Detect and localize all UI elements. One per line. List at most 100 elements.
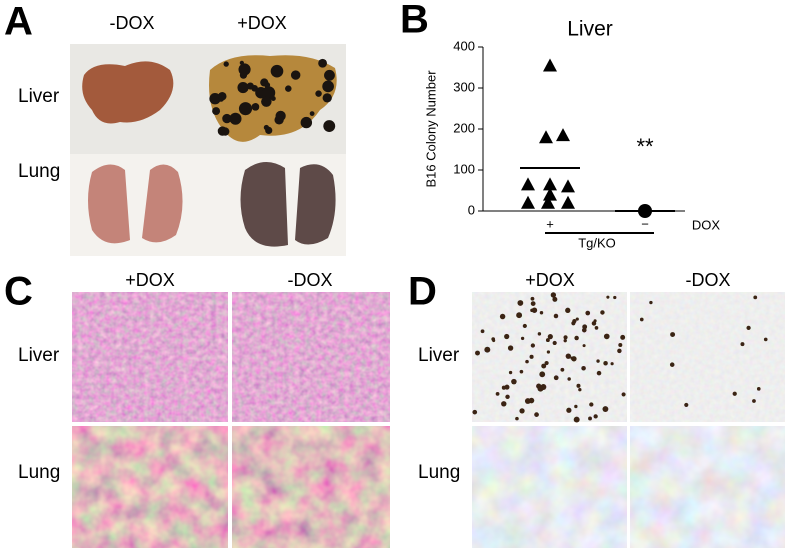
nucleus [756, 387, 761, 391]
nucleus [613, 295, 617, 300]
panel-label: D [408, 270, 437, 314]
nucleus [475, 350, 480, 356]
histology-image [72, 426, 228, 548]
nucleus [639, 317, 644, 322]
nucleus [507, 345, 514, 351]
ihc-image [630, 292, 785, 422]
nucleus [732, 391, 737, 396]
nucleus [511, 378, 517, 385]
column-header: +DOX [237, 13, 287, 33]
nucleus [525, 359, 529, 364]
nucleus [530, 308, 534, 313]
metastasis [309, 111, 315, 116]
nucleus [501, 401, 507, 407]
metastases [209, 58, 336, 136]
nucleus [560, 367, 565, 372]
nucleus [617, 348, 622, 354]
data-point [521, 195, 535, 209]
metastasis [246, 82, 254, 90]
x-axis-label: DOX [692, 217, 721, 232]
y-tick-label: 0 [468, 202, 475, 217]
nucleus [575, 317, 579, 321]
metastasis [285, 85, 292, 92]
nucleus [563, 338, 567, 343]
nucleus [505, 394, 510, 400]
chart: B Liver B16 Colony Number DOX Tg/KO ** 0… [400, 0, 720, 250]
nucleus [593, 319, 597, 323]
nucleus [596, 359, 600, 363]
nucleus [537, 385, 544, 392]
nucleus [603, 360, 608, 366]
nucleus [566, 407, 572, 413]
nucleus [649, 300, 653, 305]
metastasis [274, 115, 284, 125]
nucleus [515, 416, 519, 421]
nucleus [484, 346, 491, 353]
histology-image [72, 292, 228, 422]
nucleus [753, 295, 758, 300]
nucleus [740, 342, 745, 347]
ihc-image [472, 426, 627, 548]
nucleus [763, 337, 768, 342]
column-header: +DOX [525, 270, 575, 290]
nucleus [620, 334, 626, 340]
column-header: -DOX [686, 270, 731, 290]
nucleus [593, 414, 598, 419]
metastasis [217, 92, 227, 101]
histology-image [232, 426, 390, 548]
metastasis [237, 82, 249, 94]
ihc-image [630, 426, 785, 548]
data-point [541, 195, 555, 209]
nucleus [581, 365, 586, 371]
metastasis [323, 120, 336, 133]
nucleus [546, 350, 551, 354]
nucleus [746, 325, 751, 331]
data-point [556, 128, 570, 142]
nucleus [508, 370, 513, 375]
nucleus [602, 406, 609, 412]
nucleus [545, 338, 550, 343]
panel-label: B [400, 0, 429, 42]
metastasis [322, 80, 334, 93]
metastasis [318, 58, 327, 68]
nucleus [553, 313, 559, 319]
nucleus [594, 326, 599, 330]
lung-normal [88, 164, 183, 244]
nucleus [547, 334, 553, 340]
panel-label: C [4, 270, 33, 314]
row-label: Liver [18, 86, 60, 107]
data-point [561, 195, 575, 209]
metastasis [221, 127, 230, 136]
nucleus [581, 327, 587, 333]
metastasis [239, 60, 244, 65]
nucleus [480, 329, 485, 334]
row-label: Lung [18, 161, 60, 182]
row-label: Liver [18, 345, 60, 366]
nucleus [534, 412, 539, 417]
nucleus [539, 311, 544, 315]
nucleus [492, 338, 496, 343]
nucleus [552, 296, 558, 302]
nucleus [606, 295, 610, 299]
nucleus [567, 377, 571, 381]
column-header: +DOX [125, 270, 175, 290]
metastasis [324, 69, 335, 81]
nucleus [539, 371, 546, 378]
nucleus [589, 402, 594, 407]
x-tick-label: − [641, 216, 649, 231]
nucleus [576, 383, 581, 388]
metastasis [239, 71, 248, 79]
metastasis [260, 78, 269, 87]
nucleus [574, 404, 578, 409]
row-label: Lung [18, 462, 60, 483]
nucleus [544, 360, 549, 366]
metastasis [261, 96, 272, 107]
nucleus [596, 370, 602, 376]
metastasis [209, 93, 221, 105]
chart-title: Liver [567, 18, 613, 41]
nucleus [519, 408, 525, 414]
nucleus [610, 362, 614, 366]
data-point [561, 179, 575, 193]
nucleus [684, 402, 689, 408]
